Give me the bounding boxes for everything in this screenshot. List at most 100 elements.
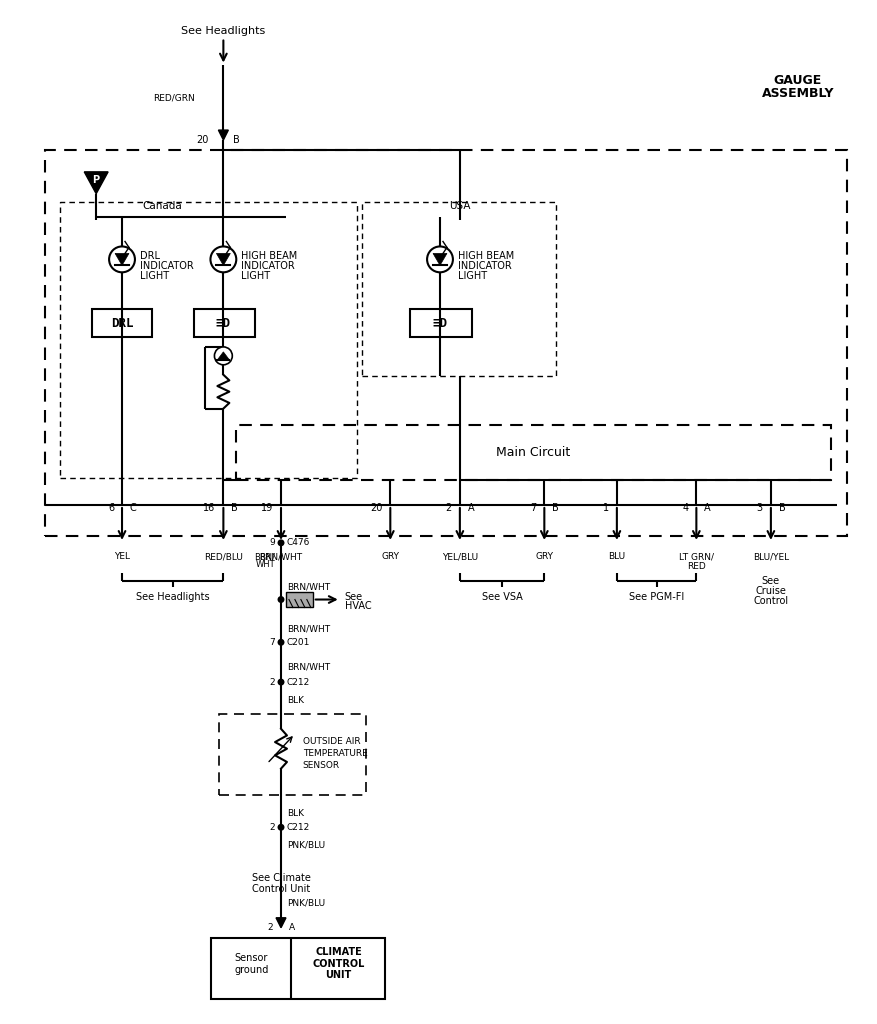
Polygon shape <box>216 253 230 265</box>
Text: INDICATOR: INDICATOR <box>458 261 511 271</box>
Text: C212: C212 <box>287 822 310 831</box>
Text: USA: USA <box>449 201 470 211</box>
Polygon shape <box>115 253 129 265</box>
Text: BRN/WHT: BRN/WHT <box>287 582 330 591</box>
Text: See: See <box>344 592 362 601</box>
Text: LIGHT: LIGHT <box>458 271 487 282</box>
Bar <box>410 309 471 337</box>
Text: A: A <box>703 503 710 513</box>
Text: GRY: GRY <box>381 552 399 561</box>
Text: RED/GRN: RED/GRN <box>153 94 195 102</box>
Text: PNK/BLU: PNK/BLU <box>287 841 324 850</box>
Text: GRY: GRY <box>535 552 553 561</box>
Circle shape <box>214 347 232 365</box>
Text: 7: 7 <box>269 638 275 647</box>
Text: 2: 2 <box>269 822 275 831</box>
Text: See: See <box>761 575 779 586</box>
Text: LT GRN/: LT GRN/ <box>678 552 713 561</box>
Text: 4: 4 <box>681 503 688 513</box>
Text: YEL/BLU: YEL/BLU <box>441 552 477 561</box>
Text: See PGM-FI: See PGM-FI <box>628 592 683 601</box>
Text: ground: ground <box>234 965 268 975</box>
Text: PNK/BLU: PNK/BLU <box>287 898 324 907</box>
Text: 2: 2 <box>267 924 273 932</box>
Text: C201: C201 <box>287 638 310 647</box>
Polygon shape <box>84 172 108 194</box>
Text: B: B <box>552 503 559 513</box>
Text: 3: 3 <box>756 503 762 513</box>
Text: LIGHT: LIGHT <box>241 271 270 282</box>
Text: BRN/: BRN/ <box>253 552 275 561</box>
Text: HIGH BEAM: HIGH BEAM <box>241 252 297 261</box>
Text: B: B <box>233 135 239 145</box>
Text: SENSOR: SENSOR <box>303 761 339 770</box>
Text: C: C <box>130 503 137 513</box>
Text: OUTSIDE AIR: OUTSIDE AIR <box>303 737 360 746</box>
Text: Cruise: Cruise <box>754 586 786 596</box>
Polygon shape <box>217 352 229 359</box>
Text: CLIMATE: CLIMATE <box>315 946 361 956</box>
Text: Control Unit: Control Unit <box>252 884 310 894</box>
Text: 20: 20 <box>369 503 381 513</box>
Text: WHT: WHT <box>255 560 275 569</box>
Polygon shape <box>275 918 286 928</box>
Text: BRN/WHT: BRN/WHT <box>287 625 330 634</box>
Text: INDICATOR: INDICATOR <box>241 261 295 271</box>
Text: 20: 20 <box>196 135 208 145</box>
Text: RED/BLU: RED/BLU <box>203 552 243 561</box>
Bar <box>193 309 255 337</box>
Text: 9: 9 <box>269 539 275 548</box>
Text: See Headlights: See Headlights <box>136 592 210 601</box>
Text: DRL: DRL <box>139 252 160 261</box>
Text: Main Circuit: Main Circuit <box>496 445 570 459</box>
Bar <box>286 592 312 607</box>
Text: A: A <box>467 503 474 513</box>
Polygon shape <box>432 253 446 265</box>
Text: 7: 7 <box>530 503 536 513</box>
Text: HVAC: HVAC <box>344 601 371 611</box>
Text: See Climate: See Climate <box>252 873 310 883</box>
Text: HIGH BEAM: HIGH BEAM <box>458 252 514 261</box>
Text: A: A <box>289 924 295 932</box>
Text: GAUGE: GAUGE <box>773 74 821 87</box>
Circle shape <box>277 540 284 547</box>
Text: BLU: BLU <box>608 552 624 561</box>
Bar <box>61 202 356 478</box>
Text: RED: RED <box>686 562 705 571</box>
Circle shape <box>277 639 284 646</box>
Circle shape <box>109 247 135 272</box>
Text: BRN/WHT: BRN/WHT <box>287 663 330 672</box>
Text: See Headlights: See Headlights <box>181 26 265 36</box>
Text: BLU/YEL: BLU/YEL <box>752 552 788 561</box>
Text: BRN/WHT: BRN/WHT <box>259 552 303 561</box>
Text: B: B <box>778 503 785 513</box>
Text: 19: 19 <box>260 503 273 513</box>
Text: B: B <box>231 503 238 513</box>
Text: ≡D: ≡D <box>216 316 231 330</box>
Text: LIGHT: LIGHT <box>139 271 169 282</box>
Circle shape <box>277 596 284 603</box>
Bar <box>92 309 152 337</box>
Text: 16: 16 <box>203 503 215 513</box>
Text: C476: C476 <box>287 539 310 548</box>
Text: YEL: YEL <box>114 552 130 561</box>
Circle shape <box>210 247 236 272</box>
Circle shape <box>277 679 284 685</box>
Bar <box>219 714 366 796</box>
Text: DRL: DRL <box>111 316 133 330</box>
Bar <box>362 202 556 376</box>
Text: TEMPERATURE: TEMPERATURE <box>303 750 367 758</box>
Text: ASSEMBLY: ASSEMBLY <box>760 87 833 99</box>
Text: CONTROL: CONTROL <box>312 958 365 969</box>
Text: BLK: BLK <box>287 696 303 706</box>
Bar <box>236 426 830 480</box>
Bar <box>211 938 385 999</box>
Text: P: P <box>92 175 100 184</box>
Circle shape <box>426 247 453 272</box>
Polygon shape <box>218 130 228 140</box>
Text: BLK: BLK <box>287 809 303 818</box>
Text: 2: 2 <box>269 678 275 686</box>
Text: UNIT: UNIT <box>325 971 352 980</box>
Text: INDICATOR: INDICATOR <box>139 261 194 271</box>
Text: 1: 1 <box>602 503 609 513</box>
